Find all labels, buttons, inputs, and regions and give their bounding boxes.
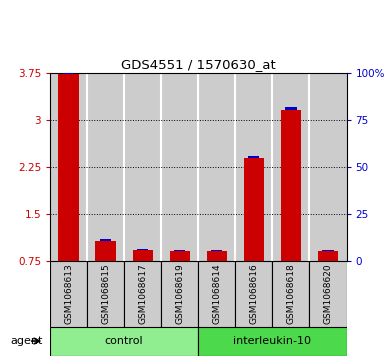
Bar <box>95 241 116 261</box>
Bar <box>161 73 198 261</box>
Bar <box>198 327 346 356</box>
Bar <box>50 327 198 356</box>
Bar <box>318 251 338 261</box>
Bar <box>281 110 301 261</box>
Bar <box>137 249 148 250</box>
Bar <box>211 250 223 251</box>
Text: GSM1068616: GSM1068616 <box>249 264 258 325</box>
Bar <box>174 250 185 251</box>
Bar <box>285 107 296 110</box>
Bar <box>169 251 190 261</box>
Text: GSM1068619: GSM1068619 <box>175 264 184 325</box>
Bar <box>198 73 235 261</box>
Text: GSM1068617: GSM1068617 <box>138 264 147 325</box>
Bar <box>198 261 235 327</box>
Bar <box>124 73 161 261</box>
Bar <box>322 250 333 251</box>
Bar <box>50 73 87 261</box>
Bar <box>244 158 264 261</box>
Bar <box>87 261 124 327</box>
Bar <box>273 73 310 261</box>
Bar <box>235 73 273 261</box>
Bar <box>248 156 259 158</box>
Bar <box>161 261 198 327</box>
Bar <box>63 71 74 74</box>
Bar <box>132 250 153 261</box>
Bar <box>50 261 87 327</box>
Bar <box>59 74 79 261</box>
Text: GSM1068613: GSM1068613 <box>64 264 73 325</box>
Bar <box>124 261 161 327</box>
Text: GSM1068618: GSM1068618 <box>286 264 295 325</box>
Bar <box>310 73 346 261</box>
Text: agent: agent <box>10 336 42 346</box>
Bar <box>207 251 227 261</box>
Text: GSM1068615: GSM1068615 <box>101 264 110 325</box>
Text: GSM1068614: GSM1068614 <box>212 264 221 325</box>
Bar <box>87 73 124 261</box>
Text: control: control <box>105 336 144 346</box>
Bar <box>235 261 273 327</box>
Bar <box>310 261 346 327</box>
Title: GDS4551 / 1570630_at: GDS4551 / 1570630_at <box>121 58 276 72</box>
Bar <box>100 239 111 241</box>
Text: GSM1068620: GSM1068620 <box>323 264 333 325</box>
Text: interleukin-10: interleukin-10 <box>233 336 311 346</box>
Bar <box>273 261 310 327</box>
